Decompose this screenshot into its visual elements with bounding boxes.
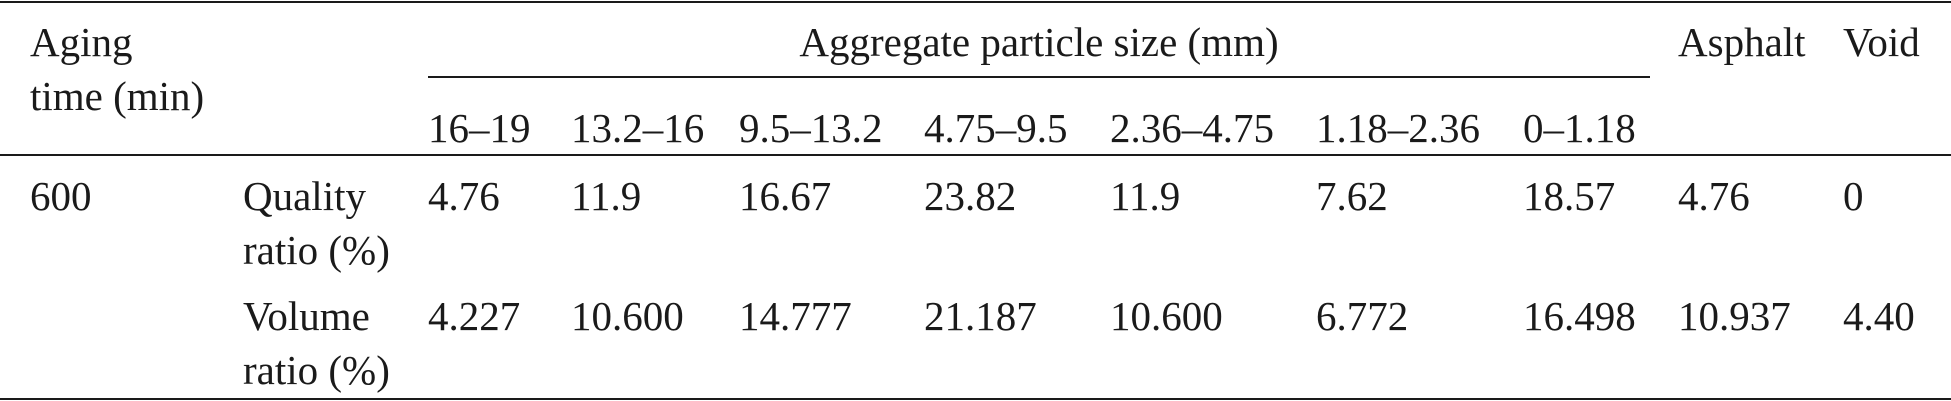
aggregate-size-group-header: Aggregate particle size (mm) — [799, 19, 1279, 65]
row-label-line1: Volume — [243, 293, 370, 339]
row-label-line1: Quality — [243, 173, 366, 219]
table-cell: 7.62 — [1316, 173, 1388, 219]
table-cell: 4.76 — [428, 173, 500, 219]
table-cell: 0 — [1843, 173, 1864, 219]
group-header-rule — [428, 76, 1650, 78]
table-cell: 16.67 — [739, 173, 832, 219]
row-label-line2: ratio (%) — [243, 347, 390, 393]
size-col-header: 2.36–4.75 — [1110, 105, 1274, 151]
table-cell: 16.498 — [1523, 293, 1636, 339]
size-col-header: 0–1.18 — [1523, 105, 1636, 151]
table-cell: 4.76 — [1678, 173, 1750, 219]
table-cell: 11.9 — [1110, 173, 1181, 219]
void-header: Void — [1843, 19, 1920, 65]
row-label-line2: ratio (%) — [243, 227, 390, 273]
table-cell: 4.40 — [1843, 293, 1915, 339]
aging-time-header-line1: Aging — [30, 19, 133, 65]
size-col-header: 4.75–9.5 — [924, 105, 1068, 151]
table-cell: 6.772 — [1316, 293, 1409, 339]
table-cell: 10.937 — [1678, 293, 1791, 339]
table-cell: 4.227 — [428, 293, 521, 339]
table-cell: 18.57 — [1523, 173, 1616, 219]
size-col-header: 1.18–2.36 — [1316, 105, 1480, 151]
aging-time-cell: 600 — [30, 173, 92, 219]
table-cell: 21.187 — [924, 293, 1037, 339]
table-cell: 10.600 — [1110, 293, 1223, 339]
size-col-header: 9.5–13.2 — [739, 105, 883, 151]
table-top-rule — [0, 1, 1951, 3]
table-cell: 14.777 — [739, 293, 852, 339]
table-cell: 11.9 — [571, 173, 642, 219]
table-cell: 23.82 — [924, 173, 1017, 219]
aging-time-header-line2: time (min) — [30, 73, 205, 119]
size-col-header: 13.2–16 — [571, 105, 705, 151]
table-cell: 10.600 — [571, 293, 684, 339]
asphalt-header: Asphalt — [1678, 19, 1806, 65]
size-col-header: 16–19 — [428, 105, 531, 151]
header-bottom-rule — [0, 154, 1951, 156]
table-bottom-rule — [0, 398, 1951, 400]
